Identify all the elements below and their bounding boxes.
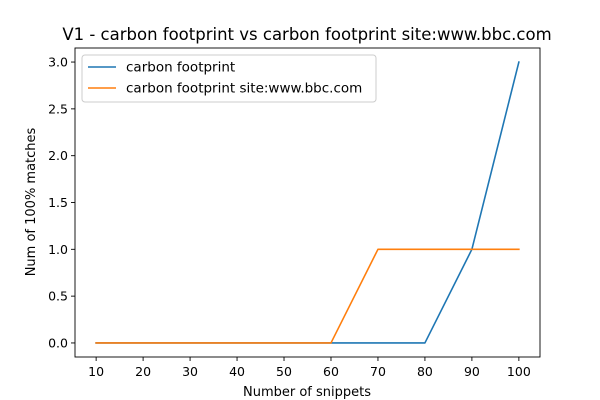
- x-tick-label: 30: [182, 364, 198, 379]
- chart-title: V1 - carbon footprint vs carbon footprin…: [62, 25, 551, 44]
- x-tick-label: 20: [135, 364, 151, 379]
- y-tick-label: 2.5: [48, 101, 68, 116]
- x-tick-label: 60: [323, 364, 339, 379]
- y-tick-label: 0.0: [48, 335, 68, 350]
- x-tick-label: 50: [276, 364, 292, 379]
- y-tick-label: 0.5: [48, 289, 68, 304]
- legend-box: [81, 54, 377, 103]
- y-tick-label: 3.0: [48, 55, 68, 70]
- y-tick-label: 1.0: [48, 242, 68, 257]
- y-axis-label: Num of 100% matches: [24, 127, 39, 276]
- legend: carbon footprint carbon footprint site:ww…: [81, 54, 377, 103]
- legend-label-2: carbon footprint site:www.bbc.com: [126, 81, 362, 97]
- x-axis-label: Number of snippets: [243, 385, 371, 400]
- x-tick-label: 90: [464, 364, 480, 379]
- y-tick-label: 1.5: [48, 195, 68, 210]
- y-tick-label: 2.0: [48, 148, 68, 163]
- x-tick-label: 80: [417, 364, 433, 379]
- x-tick-label: 70: [370, 364, 386, 379]
- x-tick-label: 40: [229, 364, 245, 379]
- x-tick-label: 10: [88, 364, 104, 379]
- x-tick-label: 100: [507, 364, 531, 379]
- legend-label-1: carbon footprint: [126, 60, 235, 76]
- series-line-2: [95, 248, 520, 344]
- series-line-1: [95, 61, 520, 344]
- plot-area: 10 20 30 40 50 60 70 80 90 100 0.0 0.5 1.0 1.5 2.0 2.5 3…: [48, 47, 541, 379]
